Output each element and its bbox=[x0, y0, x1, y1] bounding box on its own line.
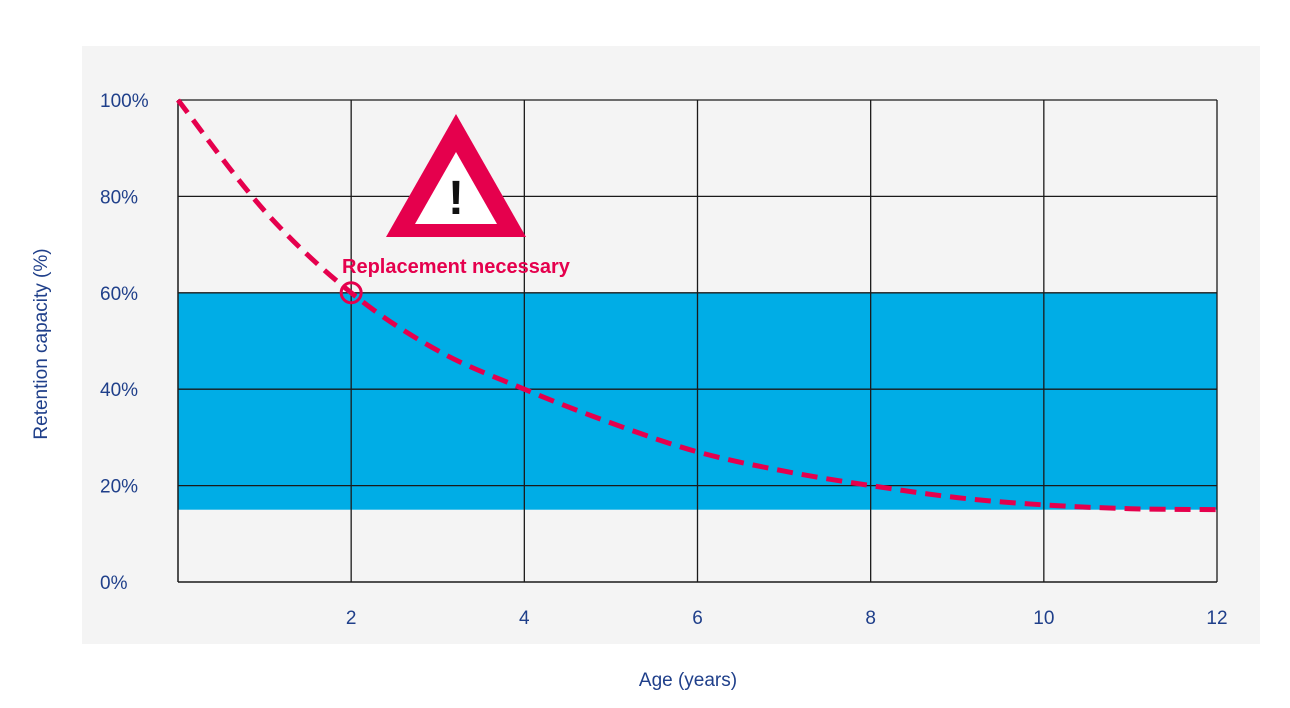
y-tick-label: 0% bbox=[100, 573, 128, 594]
y-tick-labels: 0% 20% 40% 60% 80% 100% bbox=[100, 91, 149, 594]
axes bbox=[177, 100, 1217, 583]
x-tick-label: 8 bbox=[865, 608, 876, 629]
x-tick-label: 6 bbox=[692, 608, 703, 629]
warning-exclamation: ! bbox=[448, 172, 464, 225]
y-tick-label: 40% bbox=[100, 380, 138, 401]
warning-triangle-icon: ! bbox=[386, 114, 526, 237]
grid bbox=[178, 99, 1218, 582]
retention-curve bbox=[176, 98, 1218, 513]
x-axis-title: Age (years) bbox=[639, 670, 737, 691]
replacement-point-marker bbox=[339, 281, 363, 305]
y-axis-title: Retention capacity (%) bbox=[31, 248, 52, 439]
y-tick-label: 60% bbox=[100, 284, 138, 305]
x-tick-label: 12 bbox=[1206, 608, 1227, 629]
replacement-annotation: Replacement necessary bbox=[342, 256, 571, 278]
x-tick-label: 4 bbox=[519, 608, 530, 629]
x-tick-labels: 2 4 6 8 10 12 bbox=[346, 608, 1228, 629]
y-tick-label: 20% bbox=[100, 477, 138, 498]
x-tick-label: 10 bbox=[1033, 608, 1054, 629]
y-tick-label: 100% bbox=[100, 91, 149, 112]
x-tick-label: 2 bbox=[346, 608, 357, 629]
y-tick-label: 80% bbox=[100, 187, 138, 208]
